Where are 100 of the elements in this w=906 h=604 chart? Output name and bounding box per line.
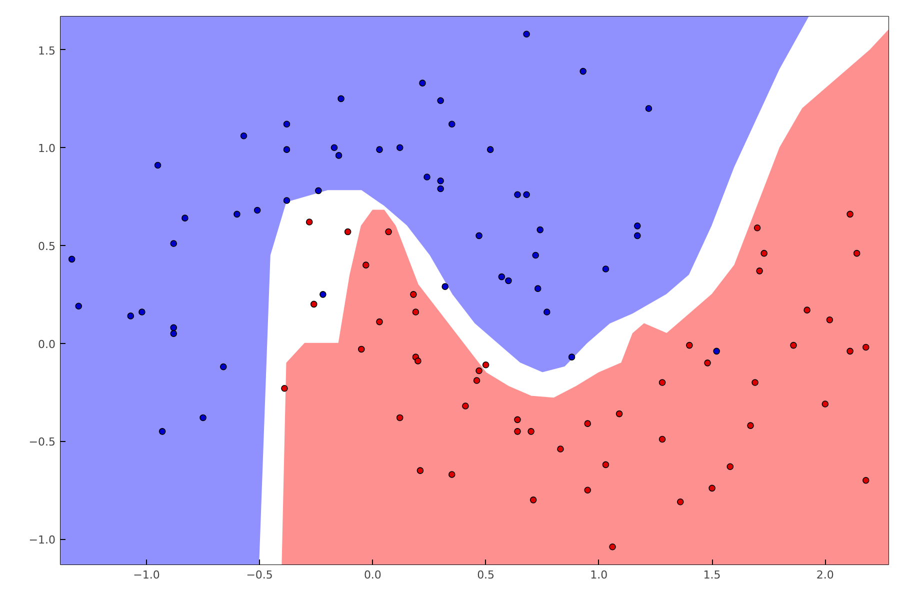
point	[862, 344, 870, 351]
point	[442, 283, 448, 290]
point	[412, 308, 420, 316]
point	[557, 446, 564, 452]
point	[726, 463, 734, 470]
point	[584, 420, 592, 427]
point	[568, 354, 576, 360]
point	[338, 95, 344, 102]
point	[658, 436, 666, 443]
y-tick-label: −1.0	[28, 534, 56, 547]
point	[486, 146, 494, 153]
point	[853, 250, 860, 257]
point	[462, 402, 469, 410]
point	[396, 414, 404, 422]
x-tick-label: 0.0	[364, 568, 382, 582]
x-tick-label: 1.5	[703, 568, 721, 582]
point	[523, 30, 530, 38]
point	[234, 210, 240, 218]
y-tick-label: 1.5	[38, 44, 56, 58]
point	[514, 416, 521, 424]
point	[396, 144, 404, 152]
point	[790, 342, 797, 349]
point	[448, 120, 456, 128]
point	[424, 174, 430, 180]
point	[514, 428, 521, 435]
point	[200, 414, 206, 422]
point	[170, 324, 178, 332]
point	[376, 318, 383, 326]
point	[437, 97, 444, 104]
point	[505, 277, 512, 284]
point	[437, 185, 444, 192]
y-tick-label: 0.5	[38, 240, 56, 253]
point	[476, 232, 482, 240]
point	[414, 358, 422, 364]
point	[75, 302, 82, 310]
point	[645, 105, 652, 112]
point	[602, 266, 610, 272]
point	[862, 476, 870, 484]
point	[756, 268, 763, 274]
point	[498, 273, 506, 280]
point	[138, 308, 146, 316]
point	[609, 543, 616, 550]
point	[804, 306, 810, 314]
x-tick-label: −1.0	[133, 568, 160, 582]
point	[846, 210, 854, 218]
point	[320, 291, 326, 298]
point	[543, 308, 550, 316]
x-tick-label: 0.5	[477, 568, 495, 582]
point	[283, 120, 290, 128]
point	[283, 197, 290, 204]
point	[846, 348, 854, 355]
point	[523, 191, 530, 198]
point	[281, 384, 288, 392]
point	[686, 342, 693, 349]
point	[676, 498, 684, 506]
point	[182, 214, 188, 222]
point	[448, 471, 456, 478]
point	[826, 316, 834, 324]
point	[634, 232, 641, 240]
point	[240, 132, 248, 140]
point	[344, 228, 352, 236]
point	[580, 68, 586, 75]
point	[68, 256, 76, 263]
x-tick-label: 2.0	[816, 568, 834, 582]
y-tick-label: 1.0	[38, 142, 56, 156]
point	[704, 360, 711, 366]
point	[602, 461, 610, 468]
point	[752, 379, 758, 386]
point	[330, 144, 338, 152]
point	[419, 80, 426, 86]
point	[158, 428, 166, 435]
point	[530, 496, 537, 504]
point	[616, 410, 623, 418]
point	[254, 206, 261, 214]
point	[310, 300, 318, 308]
point	[528, 428, 534, 435]
point	[473, 377, 480, 384]
point	[658, 379, 666, 386]
point	[437, 178, 444, 184]
point	[306, 218, 313, 226]
point	[220, 363, 227, 370]
point	[362, 262, 370, 268]
point	[154, 162, 162, 169]
point	[170, 330, 178, 337]
point	[358, 346, 365, 353]
point	[315, 187, 322, 194]
point	[747, 422, 754, 429]
point	[534, 285, 542, 292]
point	[713, 348, 720, 355]
point	[822, 400, 829, 408]
point	[416, 467, 424, 474]
point	[514, 191, 521, 198]
point	[410, 291, 417, 298]
point	[335, 152, 342, 159]
y-tick-label: 0.0	[38, 338, 56, 351]
point	[476, 367, 482, 374]
x-tick-label: −0.5	[246, 568, 273, 582]
point	[584, 486, 592, 494]
x-tick-label: 1.0	[590, 568, 608, 582]
point	[127, 312, 134, 320]
